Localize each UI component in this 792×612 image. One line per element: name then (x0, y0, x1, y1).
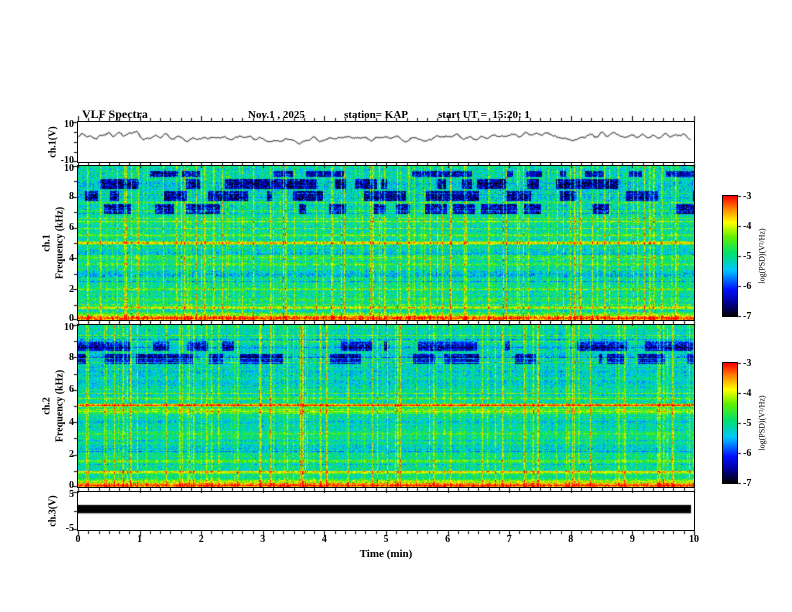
ch3-waveform-canvas (78, 492, 694, 530)
y-tick-label: 2 (69, 449, 74, 461)
x-tick-label: 8 (568, 534, 574, 545)
x-tick-label: 2 (198, 534, 204, 545)
y-tick-label: 10 (64, 321, 74, 333)
x-tick-label: 0 (75, 534, 81, 545)
ch2-spectrogram-channel-label: ch.2 (41, 397, 53, 415)
ch3-voltage-axis-label: ch.3(V) (47, 495, 59, 527)
colorbar-ch2-label: log(PSD)(V²/Hz) (757, 395, 767, 451)
station-label: station= KAP (344, 109, 409, 121)
x-tick-label: 9 (629, 534, 635, 545)
ch2-spectrogram-panel (77, 324, 695, 488)
figure-title: VLF Spectra (82, 107, 148, 121)
y-tick-label: 0 (69, 312, 74, 324)
ch2-frequency-axis-label: Frequency (kHz) (54, 369, 66, 443)
colorbar-tick-label: -7 (743, 310, 752, 322)
ch1-spectrogram-canvas (78, 166, 694, 320)
y-tick-label: 8 (69, 191, 74, 203)
colorbar-tick-label: -3 (743, 357, 752, 369)
colorbar-ch1-label: log(PSD)(V²/Hz) (757, 228, 767, 284)
y-tick-label: 0 (69, 479, 74, 491)
ch1-spectrogram-channel-label: ch.1 (41, 234, 53, 252)
ch1-waveform-panel (77, 121, 695, 163)
start-ut-label: start UT = 15:20: 1 (438, 109, 530, 121)
x-tick-label: 6 (445, 534, 451, 545)
x-tick-label: 7 (506, 534, 512, 545)
ch3-waveform-panel (77, 491, 695, 531)
colorbar-tick-label: -7 (743, 477, 752, 489)
ch2-spectrogram-canvas (78, 325, 694, 487)
y-tick-label: 10 (64, 162, 74, 174)
x-tick-label: 3 (260, 534, 266, 545)
ch1-voltage-axis-label: ch.1(V) (47, 126, 59, 158)
colorbar-ch1 (722, 195, 738, 317)
x-tick-label: 10 (689, 534, 699, 545)
x-tick-label: 1 (137, 534, 143, 545)
y-tick-label: 2 (69, 283, 74, 295)
ch1-spectrogram-panel (77, 165, 695, 321)
y-tick-label: 8 (69, 351, 74, 363)
x-tick-label: 5 (383, 534, 389, 545)
colorbar-tick-label: -3 (743, 190, 752, 202)
ch1-frequency-axis-label: Frequency (kHz) (54, 206, 66, 280)
ch1-waveform-canvas (78, 122, 694, 162)
colorbar-ch2-canvas (723, 363, 737, 483)
date-label: Nov.1 , 2025 (248, 109, 305, 121)
x-tick-label: 4 (321, 534, 327, 545)
colorbar-ch2 (722, 362, 738, 484)
colorbar-ch1-canvas (723, 196, 737, 316)
time-axis-label: Time (min) (359, 548, 413, 560)
